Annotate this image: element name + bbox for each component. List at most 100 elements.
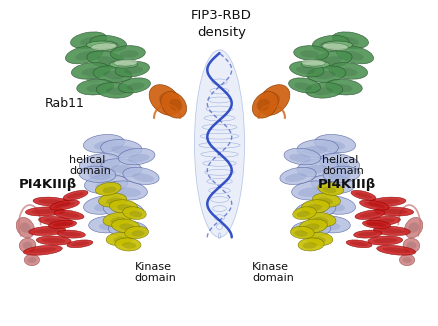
Ellipse shape	[109, 200, 138, 214]
Ellipse shape	[129, 211, 142, 217]
Ellipse shape	[303, 165, 327, 174]
Ellipse shape	[118, 227, 141, 235]
Ellipse shape	[95, 181, 121, 190]
Ellipse shape	[86, 41, 117, 49]
Ellipse shape	[71, 63, 110, 79]
Ellipse shape	[103, 71, 124, 79]
Ellipse shape	[16, 217, 35, 238]
Ellipse shape	[297, 227, 320, 235]
Ellipse shape	[312, 217, 328, 224]
Ellipse shape	[99, 193, 127, 207]
Ellipse shape	[362, 220, 390, 229]
Text: domain: domain	[134, 273, 176, 283]
Ellipse shape	[86, 84, 106, 92]
Ellipse shape	[299, 219, 327, 233]
Ellipse shape	[96, 82, 133, 98]
Ellipse shape	[169, 99, 182, 111]
Ellipse shape	[93, 66, 132, 82]
Ellipse shape	[320, 56, 341, 65]
Ellipse shape	[321, 41, 352, 49]
Ellipse shape	[366, 222, 385, 227]
Ellipse shape	[149, 85, 180, 115]
Ellipse shape	[297, 187, 323, 197]
Ellipse shape	[19, 238, 36, 253]
Ellipse shape	[297, 159, 337, 177]
Ellipse shape	[122, 242, 136, 249]
Ellipse shape	[399, 254, 414, 266]
Ellipse shape	[80, 37, 100, 45]
Ellipse shape	[288, 78, 320, 93]
Ellipse shape	[279, 167, 315, 185]
Ellipse shape	[23, 245, 62, 255]
Ellipse shape	[317, 181, 343, 190]
Ellipse shape	[256, 99, 269, 111]
Ellipse shape	[321, 186, 336, 193]
Ellipse shape	[372, 226, 410, 236]
Ellipse shape	[160, 92, 186, 118]
Ellipse shape	[374, 207, 413, 216]
Ellipse shape	[307, 213, 335, 227]
Ellipse shape	[359, 212, 380, 217]
Ellipse shape	[304, 224, 319, 230]
Ellipse shape	[99, 222, 122, 230]
Ellipse shape	[49, 200, 79, 210]
Ellipse shape	[22, 242, 32, 249]
Ellipse shape	[20, 222, 31, 233]
Ellipse shape	[403, 217, 422, 238]
Ellipse shape	[120, 50, 138, 58]
Ellipse shape	[350, 190, 375, 200]
Ellipse shape	[346, 240, 371, 248]
Ellipse shape	[89, 160, 113, 170]
Ellipse shape	[294, 82, 311, 90]
Ellipse shape	[320, 202, 344, 211]
Ellipse shape	[320, 141, 344, 150]
Ellipse shape	[31, 209, 59, 214]
Ellipse shape	[402, 238, 419, 253]
Ellipse shape	[84, 174, 127, 194]
Ellipse shape	[115, 187, 141, 197]
Ellipse shape	[67, 240, 92, 248]
Ellipse shape	[118, 78, 150, 93]
Ellipse shape	[359, 200, 389, 210]
Ellipse shape	[44, 218, 68, 224]
Ellipse shape	[118, 148, 155, 165]
Ellipse shape	[353, 230, 381, 238]
Ellipse shape	[79, 166, 116, 183]
Ellipse shape	[313, 51, 351, 68]
Ellipse shape	[354, 192, 371, 199]
Ellipse shape	[101, 159, 141, 177]
Ellipse shape	[65, 46, 103, 64]
Ellipse shape	[88, 172, 110, 180]
Ellipse shape	[132, 173, 154, 182]
Ellipse shape	[332, 32, 367, 49]
Ellipse shape	[378, 228, 404, 233]
Ellipse shape	[54, 202, 75, 208]
Ellipse shape	[318, 154, 359, 172]
Ellipse shape	[88, 216, 127, 233]
Ellipse shape	[122, 207, 146, 219]
Text: helical: helical	[321, 155, 357, 165]
Ellipse shape	[99, 40, 120, 49]
Ellipse shape	[100, 140, 142, 157]
Text: PI4KIIIβ: PI4KIIIβ	[317, 178, 375, 190]
Ellipse shape	[117, 64, 132, 67]
Ellipse shape	[332, 84, 352, 92]
Ellipse shape	[336, 67, 357, 76]
Ellipse shape	[328, 63, 367, 79]
Ellipse shape	[311, 216, 350, 233]
Ellipse shape	[115, 62, 149, 77]
Ellipse shape	[314, 134, 355, 153]
Ellipse shape	[335, 46, 373, 64]
Ellipse shape	[113, 60, 138, 66]
Ellipse shape	[110, 77, 123, 84]
Ellipse shape	[292, 207, 316, 219]
Ellipse shape	[106, 198, 121, 205]
Ellipse shape	[87, 51, 125, 68]
Text: Rab11: Rab11	[45, 97, 85, 110]
Ellipse shape	[123, 167, 159, 185]
Ellipse shape	[83, 196, 124, 214]
Ellipse shape	[306, 64, 321, 67]
Ellipse shape	[97, 56, 118, 65]
Ellipse shape	[54, 210, 84, 219]
Text: domain: domain	[321, 166, 363, 176]
